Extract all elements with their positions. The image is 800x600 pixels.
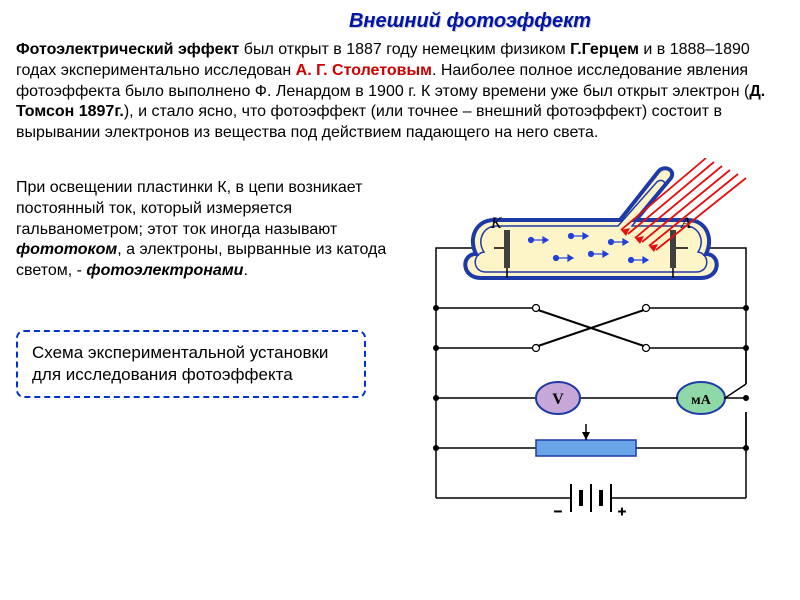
term-photoeffect: Фотоэлектрический эффект — [16, 41, 239, 58]
intro-paragraph: Фотоэлектрический эффект был открыт в 18… — [16, 40, 784, 144]
name-stoletov: А. Г. Столетовым — [296, 62, 432, 79]
page-title: Внешний фотоэффект — [156, 8, 784, 34]
rheostat — [436, 424, 636, 456]
ammeter: мA — [677, 382, 725, 414]
cathode-plate — [504, 230, 510, 268]
junction-dots — [433, 305, 749, 451]
diagram-caption: Схема экспериментальной установки для ис… — [32, 343, 328, 384]
battery-minus: − — [554, 503, 562, 518]
svg-text:мA: мA — [691, 393, 712, 408]
battery-plus: + — [618, 503, 626, 518]
photo-tube: K A — [465, 158, 746, 278]
battery: − + — [554, 484, 626, 518]
name-hertz: Г.Герцем — [570, 41, 639, 58]
term-photocurrent: фототоком — [16, 241, 117, 258]
circuit-diagram: K A — [406, 158, 776, 518]
wire-frame — [436, 248, 746, 498]
voltmeter: V — [536, 382, 580, 414]
term-photoelectrons: фотоэлектронами — [86, 262, 243, 279]
description-paragraph: При освещении пластинки К, в цепи возник… — [16, 178, 396, 282]
svg-text:V: V — [552, 391, 564, 408]
reversing-switch — [533, 304, 650, 351]
cathode-label: K — [490, 215, 503, 232]
caption-box: Схема экспериментальной установки для ис… — [16, 330, 366, 398]
